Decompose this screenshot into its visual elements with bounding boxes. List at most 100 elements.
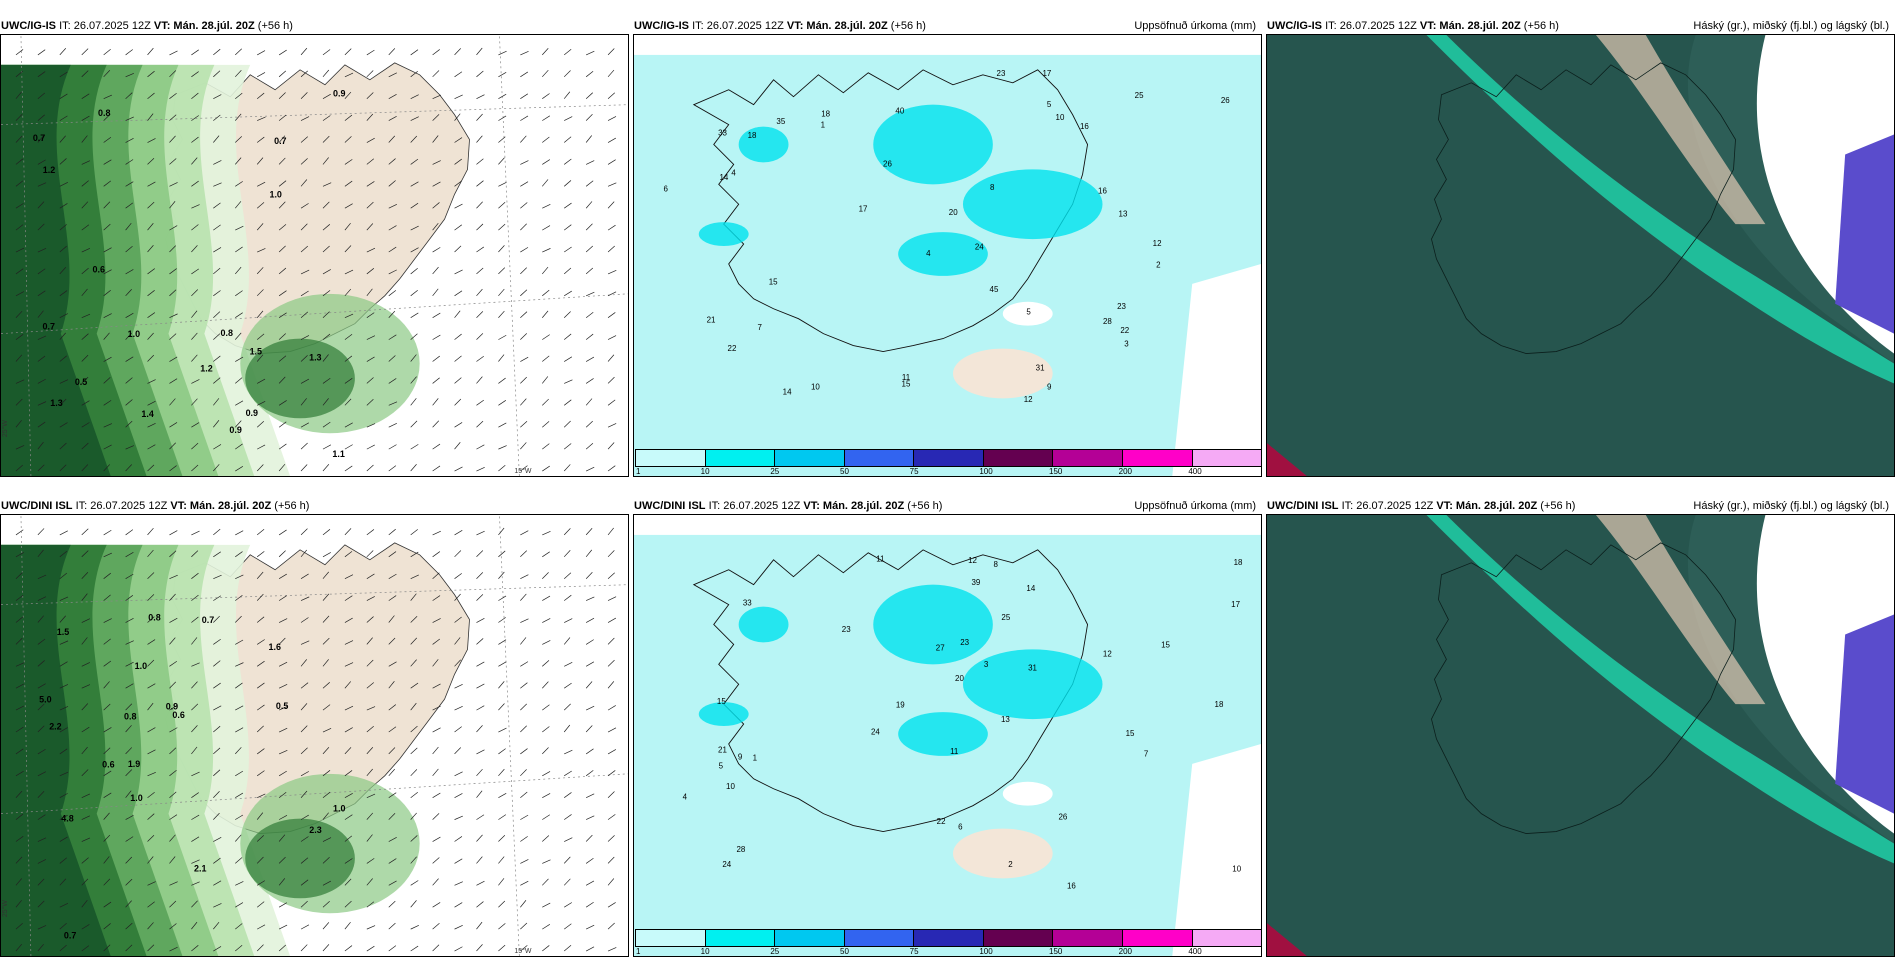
wind-barb [344, 747, 352, 755]
wind-barb [278, 333, 286, 340]
colorbar-segment [1192, 930, 1261, 946]
wind-barb [191, 398, 198, 406]
wind-barb [59, 464, 67, 472]
wind-barb [147, 572, 155, 579]
wind-barb [410, 94, 419, 100]
precip-value-label: 6 [958, 823, 963, 832]
wind-barb [366, 288, 373, 297]
wind-barb [410, 202, 419, 209]
wind-barb [37, 182, 47, 187]
precip-value-label: 16 [1098, 187, 1107, 196]
wind-barb [520, 791, 528, 798]
wind-barb [147, 464, 155, 472]
wind-barb [147, 92, 155, 99]
wind-barb [59, 442, 67, 450]
wind-barb [235, 356, 244, 362]
wind-barb [278, 443, 287, 450]
precip-value-label: 35 [776, 117, 785, 126]
wind-barb [147, 856, 154, 864]
wind-barb [235, 705, 244, 711]
precip-cell [873, 104, 993, 185]
wind-barb [256, 551, 265, 558]
wind-barb [585, 70, 594, 78]
wind-barb [213, 725, 221, 733]
wind-map[interactable]: 0.6 0.7 0.8 0.5 0.9 1.0 1.2 1.3 1.4 1.5 0.9 0.7 1.1 0… [0, 34, 629, 477]
wind-barb [520, 637, 527, 645]
wind-barb [59, 878, 67, 886]
colorbar-segment [636, 930, 706, 946]
wind-barb [37, 401, 47, 406]
cloud-map[interactable] [1266, 34, 1895, 477]
colorbar-tick-label: 200 [1118, 467, 1133, 476]
wind-barb [81, 703, 89, 711]
wind-barb [169, 313, 178, 319]
wind-barb [563, 878, 571, 886]
wind-barb [15, 878, 22, 886]
precip-map[interactable]: 3 4 5 16 22 17 15 14 11 24 16 18 33 26 23 14 17 31 35 26 25 4… [633, 34, 1262, 477]
wind-barb [542, 595, 551, 601]
precip-value-label: 15 [1126, 729, 1135, 738]
wind-barb [125, 725, 132, 733]
wind-barb [344, 313, 354, 319]
wind-barb [388, 422, 397, 428]
wind-barb [520, 71, 529, 78]
wind-barb [59, 836, 68, 842]
graticule-line [499, 515, 520, 956]
precip-map[interactable]: 3 10 11 12 13 15 20 23 27 28 21 18 17 26 15 24 25 39 31 33 2… [633, 514, 1262, 957]
wind-barb [366, 878, 373, 886]
wind-barb [300, 573, 309, 580]
wind-barb [59, 615, 67, 623]
wind-barb [147, 549, 154, 558]
wind-barb [213, 615, 220, 623]
wind-barb [278, 267, 287, 275]
wind-barb [147, 47, 154, 56]
wind-barb [322, 224, 331, 231]
precip-value-label: 22 [728, 344, 737, 353]
wind-barb [476, 530, 485, 536]
wind-barb [432, 94, 441, 100]
wind-barb [344, 398, 352, 406]
wind-barb [454, 377, 462, 384]
cloud-map[interactable] [1266, 514, 1895, 957]
wind-barb [125, 747, 133, 755]
wind-map[interactable]: 0.5 0.7 0.6 1.0 5.0 4.8 1.9 2.1 1.5 2.2 2.3 1.6 1.0 0… [0, 514, 629, 957]
wind-barb [410, 682, 419, 689]
wind-barb [476, 113, 483, 121]
wind-barb [15, 790, 23, 798]
wind-barb [344, 203, 353, 209]
precip-value-label: 7 [1144, 750, 1149, 759]
land-iceland [1431, 62, 1736, 354]
wind-barb [432, 288, 439, 297]
wind-barb [147, 791, 155, 798]
wind-barb [103, 201, 111, 209]
wind-barb [191, 464, 199, 472]
panel-title: Uppsöfnuð úrkoma (mm) [1134, 500, 1256, 512]
wind-barb [344, 444, 353, 450]
wind-barb [607, 335, 617, 340]
wind-barb [520, 725, 527, 733]
wind-barb [169, 881, 178, 886]
wind-barb [322, 571, 330, 579]
precip-value-label: 17 [1042, 69, 1051, 78]
wind-barb [520, 593, 527, 601]
wind-barb [432, 595, 441, 601]
wind-barb [235, 225, 244, 231]
panel-precip-bottom: UWC/DINI ISL IT: 26.07.2025 12Z VT: Mán.… [633, 494, 1262, 957]
wind-barb [256, 770, 265, 777]
wind-barb [344, 595, 353, 601]
wind-barb [59, 158, 67, 165]
wind-barb [585, 135, 593, 143]
wind-barb [125, 332, 132, 340]
wind-barb [213, 94, 222, 100]
wind-barb [498, 923, 506, 930]
wind-barb [366, 223, 374, 231]
wind-barb [542, 115, 551, 121]
wind-barb [125, 573, 134, 580]
wind-barb [103, 618, 112, 623]
wind-barb [147, 422, 156, 428]
wind-barb [585, 705, 595, 711]
precip-cell [698, 702, 749, 727]
wind-barb [147, 138, 156, 143]
wind-barb [103, 834, 111, 842]
wind-barb [59, 379, 69, 384]
